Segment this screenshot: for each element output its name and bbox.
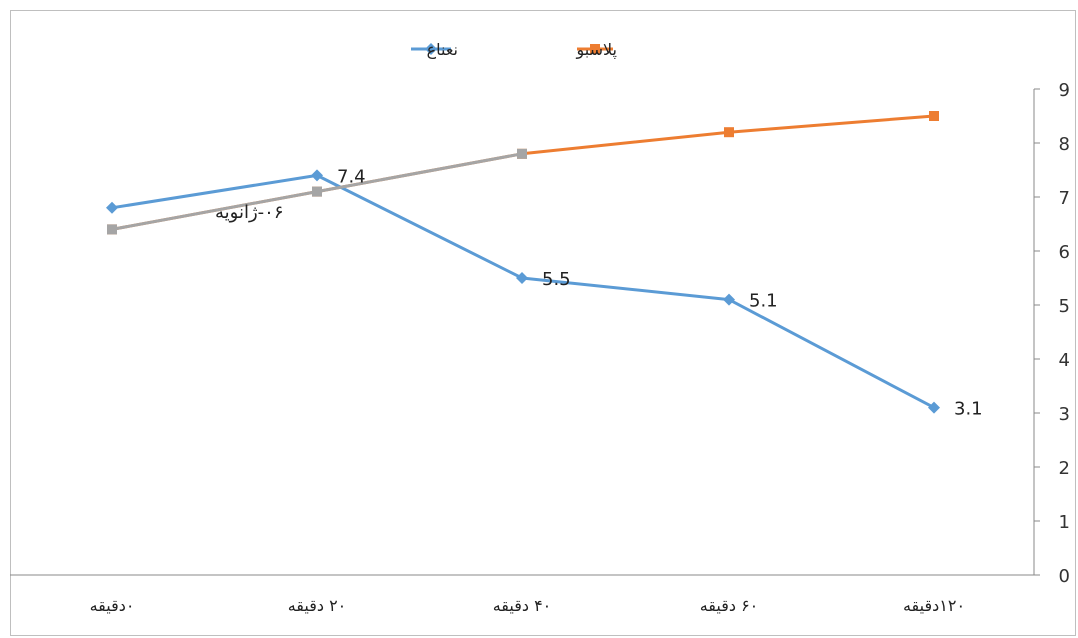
legend-label-mint: نعناع [427, 40, 458, 60]
y-tick-label: 8 [1059, 134, 1070, 155]
annotation-label: ۰۶-ژانویه [215, 202, 284, 223]
mint-point[interactable] [106, 201, 118, 214]
mint-data-label: 5.5 [542, 269, 571, 290]
mint-data-label: 7.4 [337, 166, 366, 187]
y-tick-label: 2 [1059, 458, 1070, 479]
y-tick-label: 9 [1059, 80, 1070, 101]
overlay-point[interactable] [517, 148, 527, 159]
mint-data-label: 5.1 [749, 291, 778, 312]
legend-marker-mint [425, 43, 437, 55]
axes [10, 89, 1035, 576]
x-tick-label: ۲۰ دقیقه [288, 596, 347, 615]
legend-item-mint[interactable]: نعناع [411, 40, 458, 60]
y-tick-label: 0 [1059, 566, 1070, 587]
mint-point[interactable] [311, 169, 323, 182]
y-tick-label: 7 [1059, 188, 1070, 209]
x-tick-label: ۶۰ دقیقه [700, 596, 759, 615]
x-tick-label: ۰دقیقه [90, 596, 135, 615]
legend-label-placebo: پلاسبو [576, 40, 618, 60]
x-tick-labels: ۰دقیقه ۲۰ دقیقه ۴۰ دقیقه ۶۰ دقیقه ۱۲۰دقیقه [90, 596, 965, 615]
y-tick-labels: 0 1 2 3 4 5 6 7 8 9 [1034, 80, 1070, 587]
mint-point[interactable] [516, 272, 528, 284]
y-tick-label: 3 [1059, 404, 1070, 425]
series-markers [106, 111, 940, 414]
y-tick-label: 6 [1059, 242, 1070, 263]
overlay-point[interactable] [312, 186, 322, 197]
overlay-point[interactable] [107, 224, 117, 235]
x-tick-label: ۱۲۰دقیقه [903, 596, 965, 615]
y-tick-label: 5 [1059, 296, 1070, 317]
placebo-point[interactable] [724, 127, 734, 138]
mint-point[interactable] [928, 401, 940, 414]
x-tick-label: ۴۰ دقیقه [493, 596, 552, 615]
mint-data-label: 3.1 [954, 399, 983, 420]
y-tick-label: 1 [1059, 512, 1070, 533]
data-labels: 7.4 5.5 5.1 3.1 [337, 166, 983, 419]
mint-point[interactable] [723, 293, 735, 306]
legend-marker-placebo [590, 44, 600, 54]
legend: پلاسبو نعناع [411, 40, 617, 60]
y-tick-label: 4 [1059, 350, 1070, 371]
placebo-point[interactable] [929, 111, 939, 121]
legend-item-placebo[interactable]: پلاسبو [576, 40, 618, 60]
series-lines [111, 114, 935, 409]
chart-frame [10, 10, 1076, 636]
